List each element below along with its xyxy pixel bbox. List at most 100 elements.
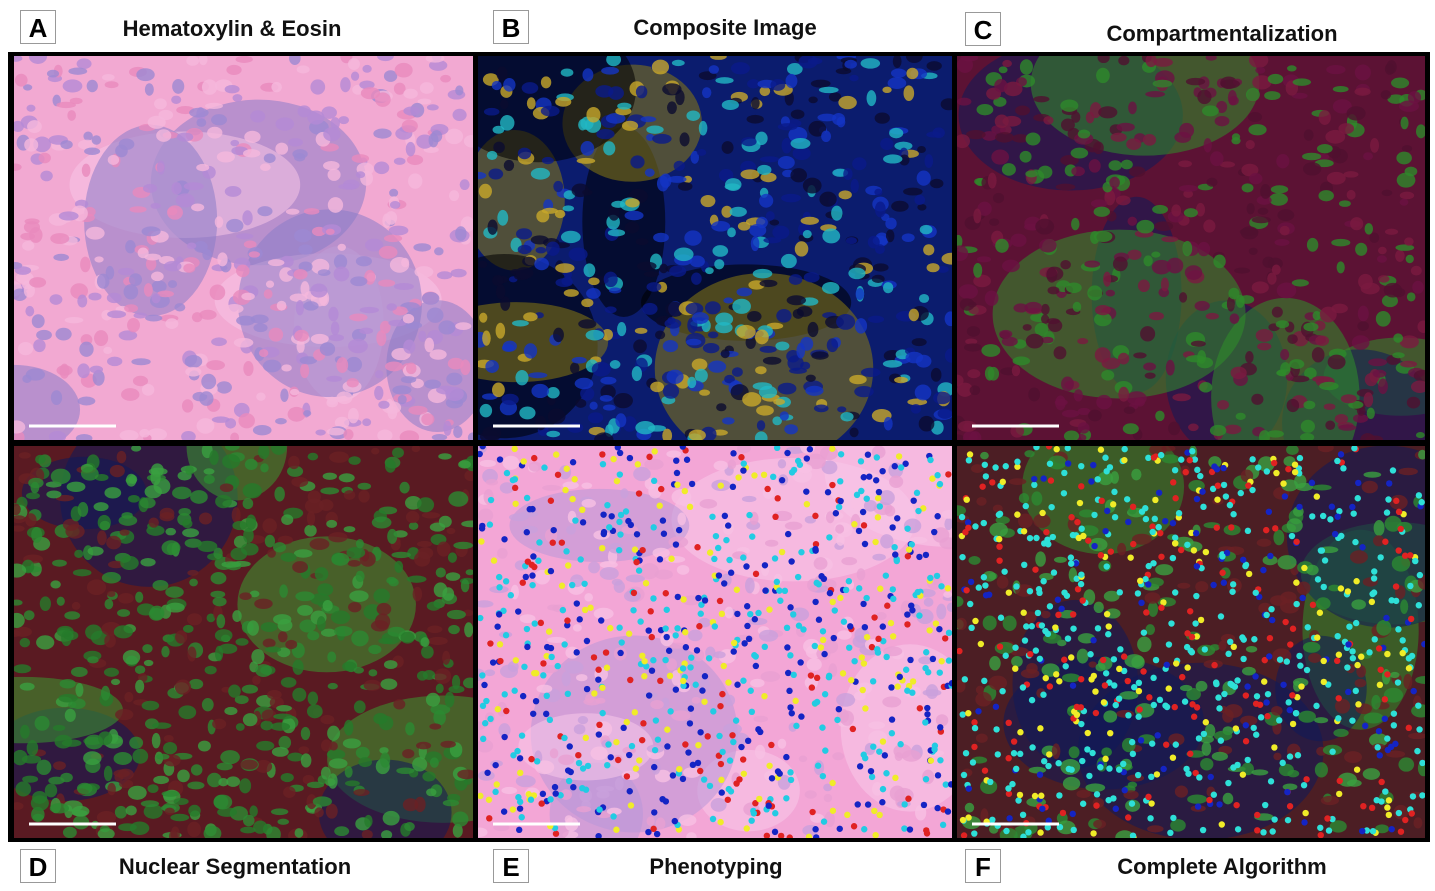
phenotype-dot xyxy=(1261,678,1268,685)
cell xyxy=(148,607,165,621)
cell xyxy=(515,775,536,788)
cell xyxy=(561,671,571,687)
phenotype-dot xyxy=(1383,614,1390,622)
cell xyxy=(777,155,795,170)
phenotype-dot xyxy=(516,826,523,834)
cell xyxy=(220,750,240,765)
phenotype-dot xyxy=(672,686,680,693)
phenotype-dot xyxy=(1335,715,1342,722)
phenotype-dot xyxy=(510,752,517,759)
cell xyxy=(1190,340,1206,347)
cell xyxy=(1071,111,1081,123)
cell xyxy=(455,85,464,96)
phenotype-dot xyxy=(695,741,702,749)
cell xyxy=(710,56,727,60)
cell xyxy=(887,77,907,90)
cell xyxy=(989,522,1008,538)
cell xyxy=(85,226,105,240)
cell xyxy=(1109,176,1120,189)
cell xyxy=(1137,636,1152,653)
cell xyxy=(289,388,300,396)
cell xyxy=(976,496,987,506)
cell xyxy=(463,135,473,148)
cell xyxy=(512,320,529,327)
cell xyxy=(602,404,616,411)
cell xyxy=(331,552,350,566)
cell xyxy=(174,679,192,695)
phenotype-dot xyxy=(1191,456,1199,463)
cell xyxy=(1060,118,1075,132)
cell xyxy=(1128,101,1137,115)
phenotype-dot xyxy=(1257,714,1265,721)
cell xyxy=(417,98,432,105)
cell xyxy=(187,646,197,662)
phenotype-dot xyxy=(1336,508,1343,515)
cell xyxy=(355,746,370,759)
cell xyxy=(147,428,168,440)
cell xyxy=(691,358,708,371)
cell xyxy=(702,87,712,99)
cell xyxy=(132,375,149,387)
phenotype-dot xyxy=(617,511,625,519)
phenotype-dot xyxy=(1130,540,1137,548)
cell xyxy=(174,303,186,312)
phenotype-dot xyxy=(1140,629,1148,636)
phenotype-dot xyxy=(553,451,560,458)
phenotype-dot xyxy=(740,554,747,561)
cell xyxy=(211,114,227,126)
cell xyxy=(959,298,975,311)
cell xyxy=(753,715,769,723)
cell xyxy=(255,759,273,773)
cell xyxy=(831,205,843,221)
cell xyxy=(405,321,423,329)
phenotype-dot xyxy=(501,691,508,698)
phenotype-dot xyxy=(786,834,793,838)
phenotype-dot xyxy=(1079,800,1087,807)
phenotype-dot xyxy=(1099,656,1107,664)
cell xyxy=(852,157,867,171)
cell xyxy=(263,289,273,299)
phenotype-dot xyxy=(596,806,603,813)
cell xyxy=(684,230,702,246)
phenotype-dot xyxy=(484,769,491,776)
cell xyxy=(715,312,734,326)
cell xyxy=(673,160,685,171)
cell xyxy=(1147,601,1159,617)
phenotype-dot xyxy=(1077,675,1085,683)
phenotype-dot xyxy=(478,792,484,800)
cell xyxy=(103,667,119,677)
cell xyxy=(320,487,340,495)
cell xyxy=(263,153,276,164)
phenotype-dot xyxy=(1068,560,1075,567)
cell xyxy=(86,79,98,93)
phenotype-dot xyxy=(813,834,820,838)
cell xyxy=(1011,365,1021,377)
phenotype-dot xyxy=(743,563,750,570)
cell xyxy=(297,604,313,616)
phenotype-dot xyxy=(1419,759,1425,767)
cell xyxy=(465,569,473,576)
phenotype-dot xyxy=(679,775,687,783)
cell xyxy=(359,327,374,335)
cell xyxy=(310,333,329,344)
cell xyxy=(163,734,174,743)
cell xyxy=(883,646,903,657)
cell xyxy=(188,804,201,817)
phenotype-dot xyxy=(1266,653,1273,660)
cell xyxy=(143,804,163,819)
cell xyxy=(19,682,35,691)
cell xyxy=(184,538,202,548)
cell xyxy=(52,724,66,731)
cell xyxy=(1174,785,1188,798)
phenotype-dot xyxy=(613,477,621,485)
phenotype-dot xyxy=(662,625,669,632)
phenotype-dot xyxy=(987,778,994,786)
phenotype-dot xyxy=(638,736,646,744)
phenotype-dot xyxy=(807,672,815,679)
phenotype-dot xyxy=(1294,752,1302,759)
cell xyxy=(420,637,430,647)
cell xyxy=(601,328,613,341)
cell xyxy=(39,596,52,612)
cell xyxy=(264,534,276,548)
phenotype-dot xyxy=(1303,776,1310,783)
